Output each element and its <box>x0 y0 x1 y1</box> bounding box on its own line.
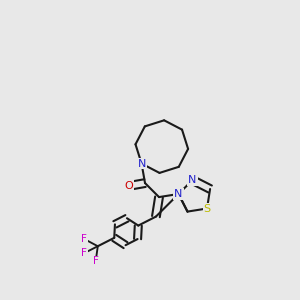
Text: N: N <box>188 175 197 185</box>
Text: S: S <box>203 203 211 214</box>
Text: O: O <box>125 181 134 191</box>
Text: N: N <box>174 189 183 199</box>
Text: F: F <box>81 234 87 244</box>
Text: N: N <box>137 159 146 169</box>
Text: F: F <box>81 248 87 258</box>
Text: F: F <box>93 256 99 266</box>
